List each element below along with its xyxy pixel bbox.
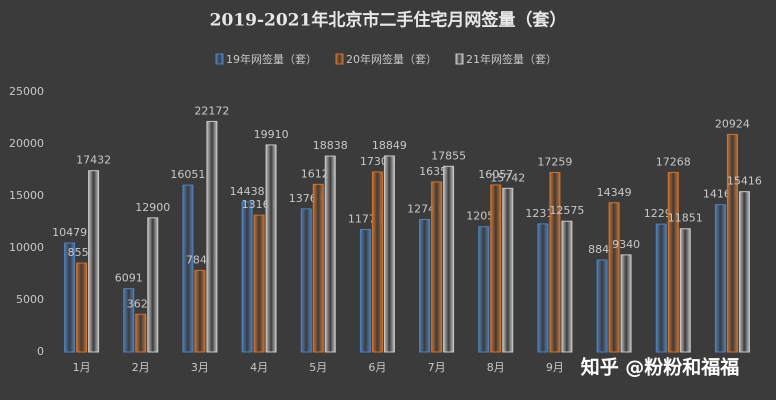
- value-label: 16051: [170, 168, 205, 181]
- bar: [182, 184, 194, 353]
- bar: [667, 171, 679, 353]
- legend-swatch: [215, 53, 224, 65]
- bar: [502, 187, 514, 353]
- value-label: 14438: [230, 185, 265, 198]
- y-tick-label: 5000: [16, 293, 44, 306]
- bar: [123, 288, 135, 353]
- bar: [135, 313, 147, 353]
- legend-label: 20年网签量（套）: [346, 52, 437, 66]
- value-label: 18838: [313, 139, 348, 152]
- x-tick-label: 4月: [250, 361, 268, 374]
- value-label: 19910: [254, 128, 289, 141]
- bar: [241, 201, 253, 353]
- value-label: 14349: [597, 186, 632, 199]
- bar: [537, 223, 549, 353]
- value-label: 10479: [52, 226, 87, 239]
- value-label: 15742: [490, 171, 525, 184]
- y-tick-label: 0: [37, 345, 44, 358]
- bar: [206, 120, 218, 353]
- value-label: 20924: [715, 117, 750, 130]
- bar: [443, 165, 455, 353]
- x-tick-label: 8月: [487, 361, 505, 374]
- x-tick-label: 3月: [191, 361, 209, 374]
- value-label: 12900: [135, 201, 170, 214]
- y-tick-label: 10000: [9, 241, 44, 254]
- bar: [300, 208, 312, 353]
- x-tick-label: 2月: [132, 361, 150, 374]
- bar: [679, 228, 691, 353]
- bar: [655, 223, 667, 353]
- chart-title: 2019-2021年北京市二手住宅月网签量（套）: [210, 10, 567, 31]
- bar: [608, 202, 620, 353]
- legend-swatch: [455, 53, 464, 65]
- bar: [312, 183, 324, 353]
- bar: [371, 171, 383, 353]
- legend-swatch: [335, 53, 344, 65]
- value-label: 16057: [478, 168, 513, 181]
- x-tick-label: 1月: [73, 361, 91, 374]
- bar: [359, 229, 371, 353]
- bar: [561, 220, 573, 353]
- value-label: 17268: [656, 155, 691, 168]
- x-tick-label: 6月: [368, 361, 386, 374]
- bar: [265, 144, 277, 353]
- bar: [620, 254, 632, 353]
- bar: [726, 133, 738, 353]
- bar: [324, 155, 336, 353]
- value-label: 22172: [194, 104, 229, 117]
- bar: [194, 269, 206, 353]
- bar: [490, 184, 502, 353]
- bar: [596, 259, 608, 353]
- bar: [64, 242, 76, 353]
- bar: [431, 181, 443, 353]
- value-label: 17259: [537, 156, 572, 169]
- x-tick-label: 7月: [428, 361, 446, 374]
- x-tick-label: 5月: [309, 361, 327, 374]
- x-tick-label: 9月: [546, 361, 564, 374]
- value-label: 17855: [431, 149, 466, 162]
- bar: [714, 204, 726, 353]
- bar: [419, 218, 431, 353]
- bar: [76, 262, 88, 353]
- y-tick-label: 15000: [9, 189, 44, 202]
- watermark: 知乎 @粉粉和福福: [581, 356, 740, 379]
- value-label: 18849: [372, 139, 407, 152]
- value-label: 11851: [668, 212, 703, 225]
- value-label: 6091: [115, 272, 143, 285]
- bar: [549, 172, 561, 353]
- bar: [383, 155, 395, 353]
- y-tick-label: 20000: [9, 137, 44, 150]
- bar: [253, 214, 265, 353]
- bar: [738, 191, 750, 353]
- bar: [478, 226, 490, 353]
- value-label: 9340: [612, 238, 640, 251]
- value-label: 17432: [76, 154, 111, 167]
- bar: [88, 170, 100, 353]
- bar: [147, 217, 159, 353]
- value-label: 15416: [727, 175, 762, 188]
- value-label: 12575: [549, 204, 584, 217]
- y-tick-label: 25000: [9, 85, 44, 98]
- legend-label: 19年网签量（套）: [226, 52, 317, 66]
- legend-label: 21年网签量（套）: [466, 52, 557, 66]
